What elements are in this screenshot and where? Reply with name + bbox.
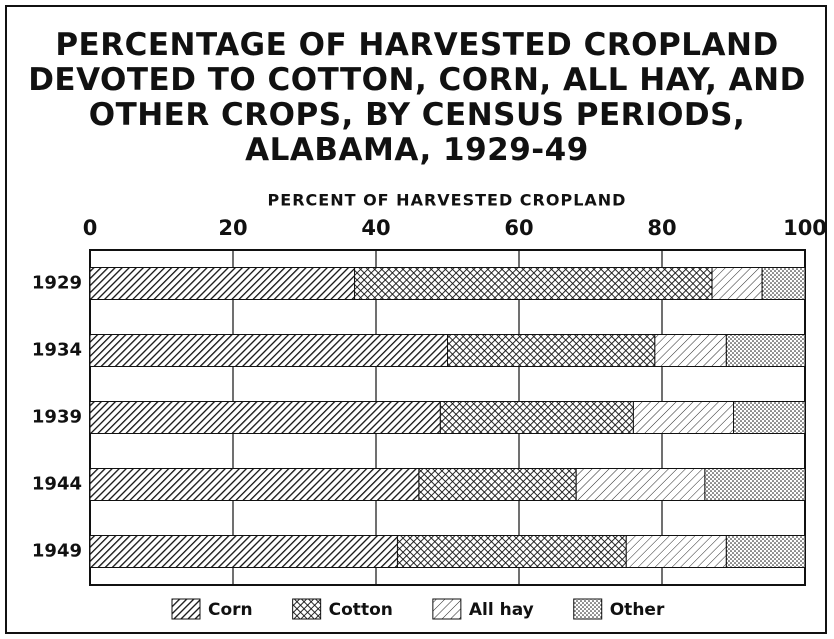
y-tick-label: 1939 xyxy=(32,407,82,428)
x-tick-label: 100 xyxy=(783,216,827,240)
y-tick-label: 1934 xyxy=(32,340,82,361)
y-tick-label: 1944 xyxy=(32,474,82,495)
bar-segment xyxy=(439,401,634,434)
bar-segment xyxy=(447,334,656,367)
bar-segment xyxy=(654,334,727,367)
legend-label: Cotton xyxy=(329,600,393,620)
y-tick-label: 1949 xyxy=(32,541,82,562)
bar-segment xyxy=(418,468,577,501)
bar-segment xyxy=(89,468,420,501)
x-tick-label: 0 xyxy=(83,216,98,240)
bar-segment xyxy=(354,267,713,300)
legend-swatch xyxy=(432,598,462,620)
bar-segment xyxy=(725,334,806,367)
legend-label: Corn xyxy=(208,600,253,620)
bar-segment xyxy=(89,267,356,300)
bar-segment xyxy=(711,267,763,300)
bar-segment xyxy=(575,468,706,501)
bar-segment xyxy=(89,334,448,367)
frame xyxy=(5,5,827,634)
bar-segment xyxy=(625,535,727,568)
legend-label: Other xyxy=(610,600,665,620)
x-tick-label: 60 xyxy=(504,216,533,240)
x-tick-label: 40 xyxy=(361,216,390,240)
chart-title: PERCENTAGE OF HARVESTED CROPLAND DEVOTED… xyxy=(28,27,806,168)
bar-segment xyxy=(704,468,806,501)
legend-label: All hay xyxy=(469,600,534,620)
bar-segment xyxy=(632,401,735,434)
axis-label: PERCENT OF HARVESTED CROPLAND xyxy=(268,191,627,210)
bar-segment xyxy=(761,267,806,300)
x-tick-label: 20 xyxy=(218,216,247,240)
bar-segment xyxy=(89,535,398,568)
legend-swatch xyxy=(171,598,201,620)
x-tick-label: 80 xyxy=(647,216,676,240)
bar-segment xyxy=(725,535,806,568)
legend-swatch xyxy=(573,598,603,620)
bar-segment xyxy=(396,535,627,568)
legend-swatch xyxy=(292,598,322,620)
y-tick-label: 1929 xyxy=(32,273,82,294)
bar-segment xyxy=(733,401,806,434)
bar-segment xyxy=(89,401,441,434)
